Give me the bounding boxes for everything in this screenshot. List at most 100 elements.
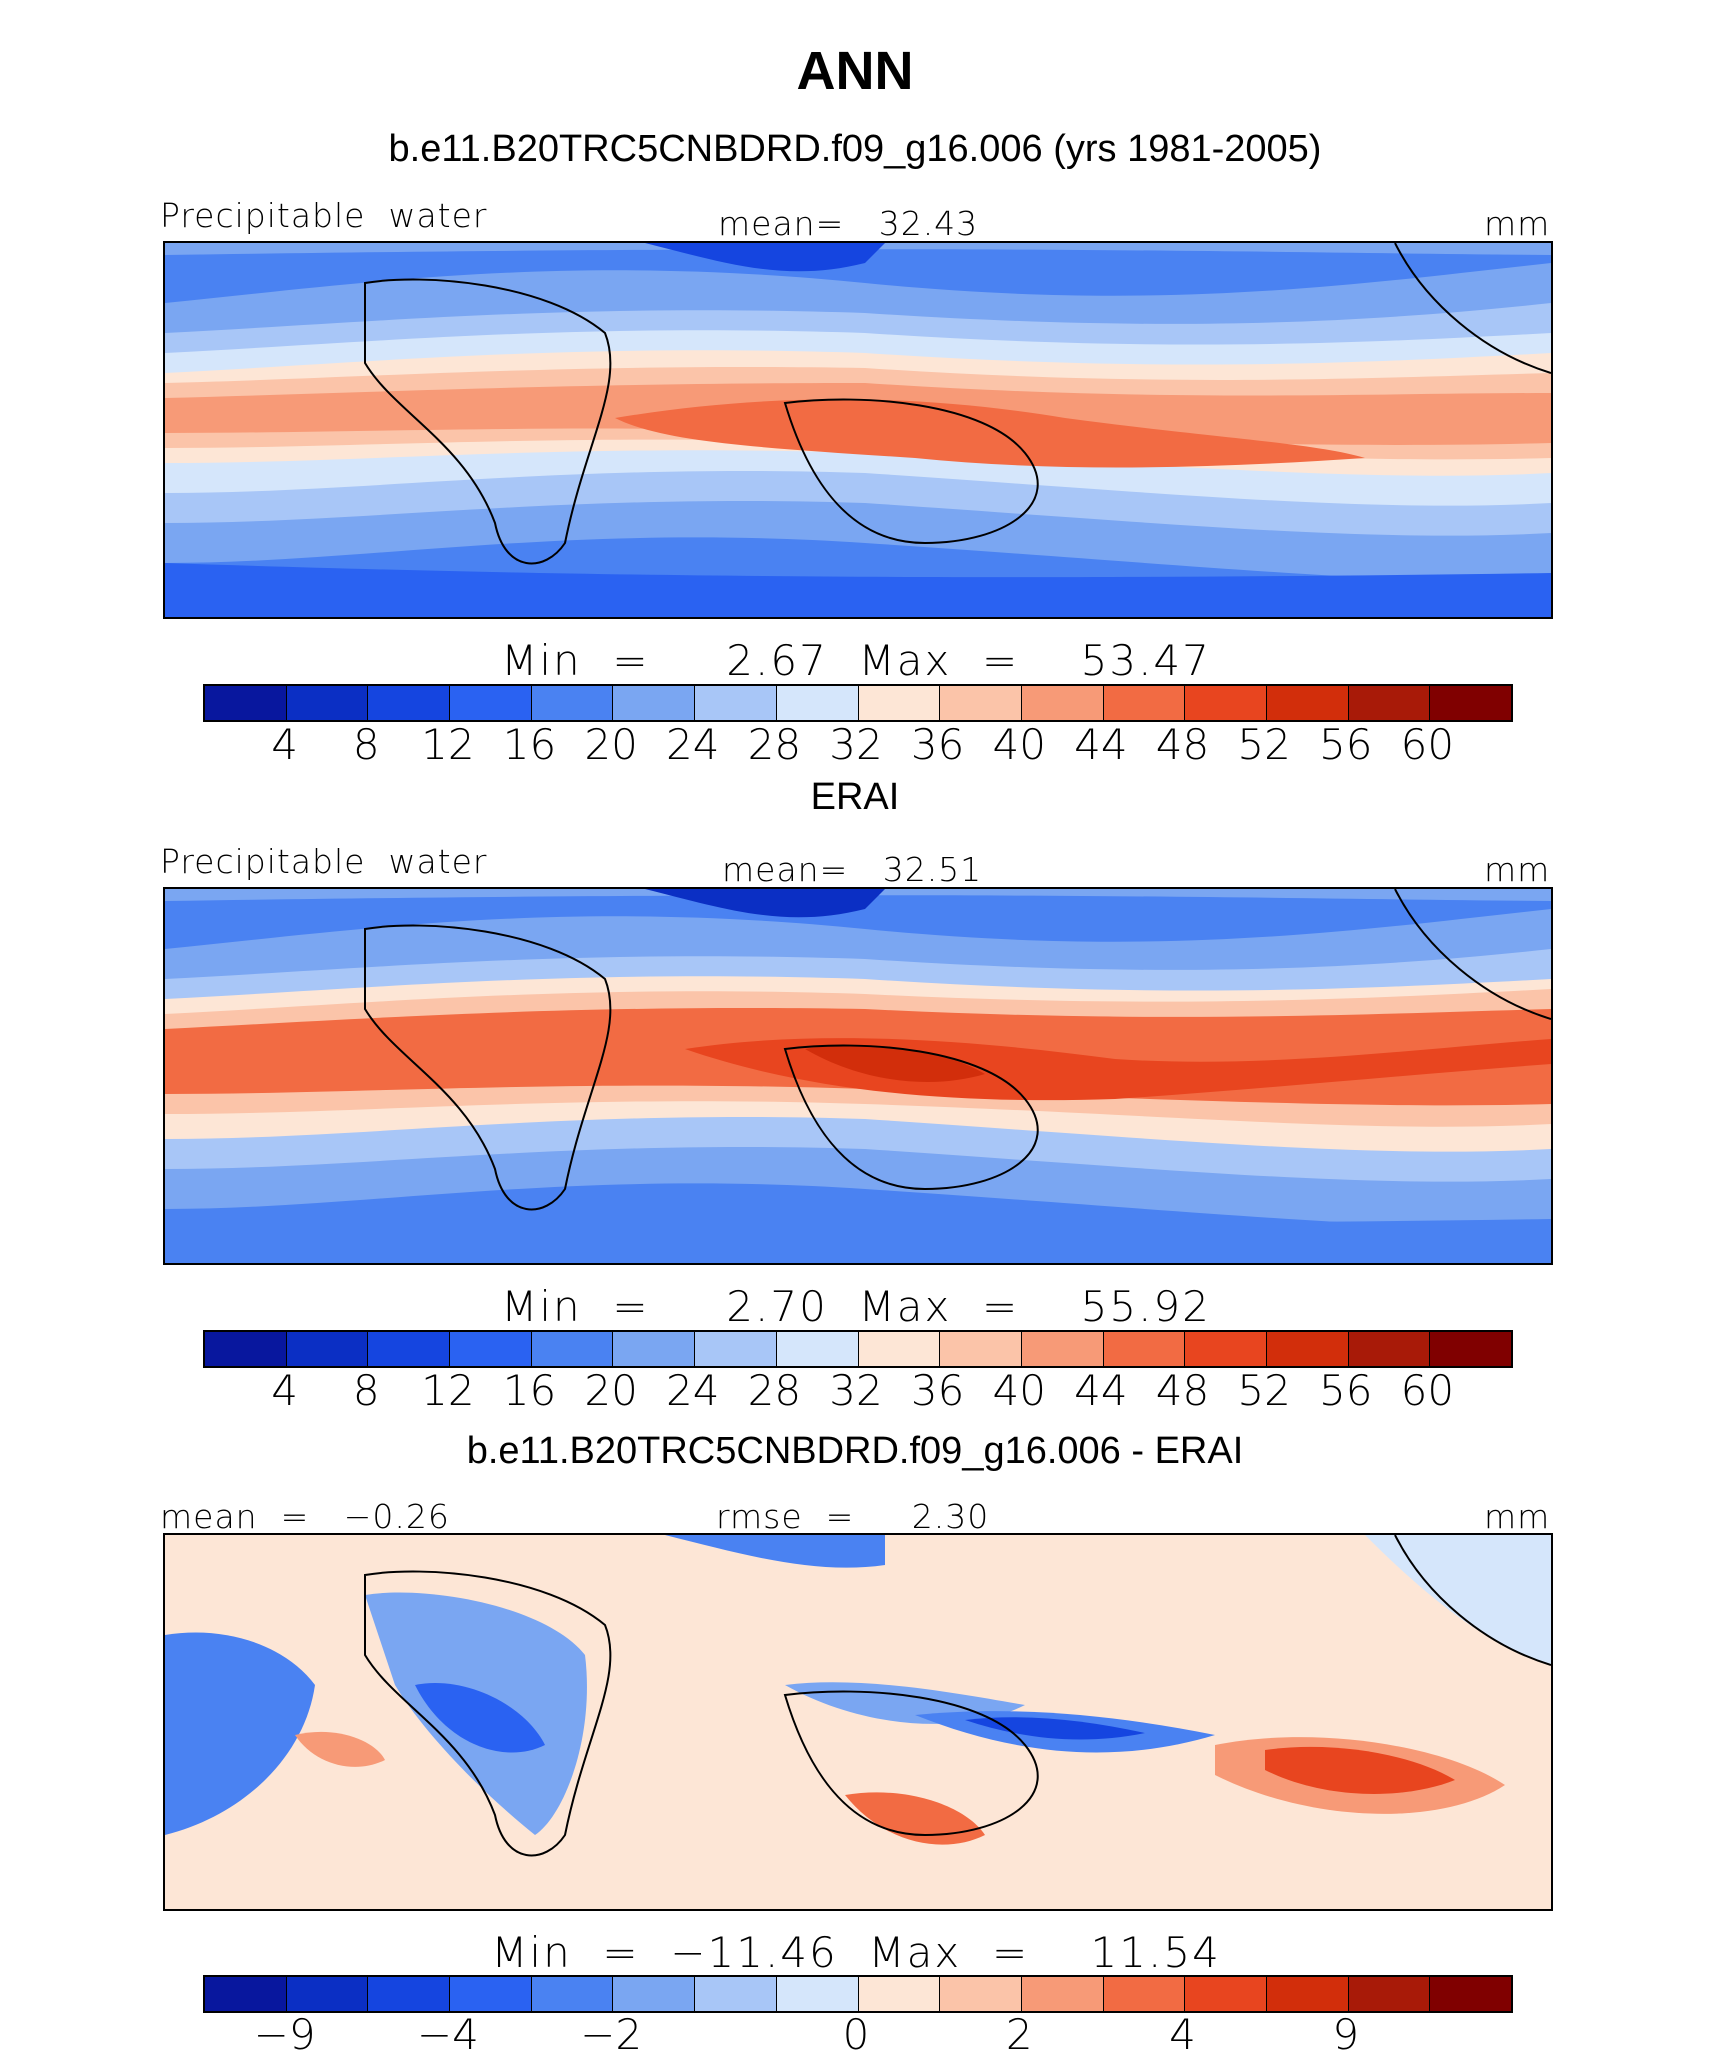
colorbar-swatch — [940, 686, 1022, 720]
colorbar-swatch — [450, 1977, 532, 2011]
colorbar-tick-label: 36 — [910, 720, 965, 769]
colorbar-swatch — [613, 686, 696, 720]
panel3-mean-label: mean = −0.26 — [160, 1497, 450, 1536]
colorbar-swatch — [286, 1977, 369, 2011]
panel1-subtitle: b.e11.B20TRC5CNBDRD.f09_g16.006 (yrs 198… — [388, 128, 1322, 170]
panel3-colorbar-ticks: −9 −4 −2 0 2 4 9 — [203, 2010, 1509, 2060]
panel3-subtitle: b.e11.B20TRC5CNBDRD.f09_g16.006 - ERAI — [466, 1430, 1244, 1472]
colorbar-tick-label: 12 — [421, 720, 475, 769]
colorbar-tick-label: 60 — [1400, 720, 1455, 769]
colorbar-swatch — [695, 686, 777, 720]
colorbar-tick-label: 60 — [1400, 1366, 1455, 1415]
colorbar-tick-label: 0 — [842, 2010, 870, 2059]
colorbar-swatch — [1185, 686, 1267, 720]
colorbar-tick-label: 16 — [502, 720, 557, 769]
colorbar-tick-label: −4 — [416, 2010, 479, 2059]
colorbar-tick-label: 4 — [271, 1366, 298, 1415]
colorbar-swatch — [1185, 1977, 1267, 2011]
panel2-colorbar-ticks: 4 8 12 16 20 24 28 32 36 40 44 48 52 56 60 — [203, 1366, 1509, 1416]
colorbar-tick-label: 9 — [1332, 2010, 1360, 2059]
colorbar-tick-label: 44 — [1074, 1366, 1128, 1415]
plot-title: ANN — [796, 41, 914, 101]
colorbar-swatch — [1430, 686, 1511, 720]
colorbar-swatch — [286, 1332, 369, 1366]
colorbar-swatch — [1185, 1332, 1267, 1366]
panel2-minmax: Min = 2.70 Max = 55.92 — [501, 1282, 1211, 1331]
colorbar-tick-label: 12 — [421, 1366, 475, 1415]
panel2-mean-label: mean= 32.51 — [722, 850, 983, 889]
panel2-subtitle: ERAI — [810, 776, 900, 818]
colorbar-swatch — [1266, 1332, 1349, 1366]
panel1-minmax: Min = 2.67 Max = 53.47 — [501, 636, 1211, 685]
panel3-colorbar — [203, 1975, 1513, 2013]
colorbar-swatch — [695, 1977, 777, 2011]
colorbar-swatch — [1348, 1977, 1431, 2011]
colorbar-swatch — [1266, 686, 1349, 720]
panel2-units-label: mm — [1484, 850, 1551, 889]
colorbar-tick-label: 40 — [992, 1366, 1046, 1415]
colorbar-tick-label: 20 — [584, 1366, 638, 1415]
colorbar-tick-label: 16 — [502, 1366, 557, 1415]
colorbar-swatch — [368, 1332, 451, 1366]
colorbar-swatch — [776, 1977, 859, 2011]
colorbar-swatch — [531, 1332, 614, 1366]
panel1-colorbar — [203, 684, 1513, 722]
colorbar-swatch — [940, 1977, 1022, 2011]
colorbar-swatch — [1348, 686, 1431, 720]
colorbar-tick-label: −9 — [253, 2010, 316, 2059]
colorbar-swatch — [695, 1332, 777, 1366]
panel2-colorbar — [203, 1330, 1513, 1368]
colorbar-tick-label: 2 — [1005, 2010, 1033, 2059]
colorbar-tick-label: 44 — [1074, 720, 1128, 769]
colorbar-swatch — [1266, 1977, 1349, 2011]
colorbar-tick-label: 32 — [829, 720, 883, 769]
colorbar-swatch — [1430, 1332, 1511, 1366]
colorbar-swatch — [1021, 686, 1104, 720]
colorbar-tick-label: 48 — [1155, 1366, 1210, 1415]
colorbar-swatch — [205, 686, 287, 720]
panel3-minmax: Min = −11.46 Max = 11.54 — [491, 1928, 1221, 1977]
colorbar-swatch — [286, 686, 369, 720]
colorbar-tick-label: −2 — [580, 2010, 643, 2059]
panel3-units-label: mm — [1484, 1497, 1551, 1536]
colorbar-tick-label: 32 — [829, 1366, 883, 1415]
colorbar-tick-label: 28 — [747, 1366, 802, 1415]
colorbar-swatch — [1103, 1977, 1186, 2011]
colorbar-swatch — [1103, 686, 1186, 720]
colorbar-swatch — [940, 1332, 1022, 1366]
colorbar-swatch — [450, 686, 532, 720]
colorbar-swatch — [1103, 1332, 1186, 1366]
colorbar-swatch — [205, 1332, 287, 1366]
colorbar-tick-label: 4 — [271, 720, 298, 769]
colorbar-swatch — [858, 686, 941, 720]
panel1-map — [163, 241, 1553, 619]
colorbar-tick-label: 36 — [910, 1366, 965, 1415]
colorbar-swatch — [450, 1332, 532, 1366]
colorbar-swatch — [1021, 1977, 1104, 2011]
panel2-map — [163, 887, 1553, 1265]
colorbar-tick-label: 20 — [584, 720, 638, 769]
colorbar-swatch — [1348, 1332, 1431, 1366]
colorbar-swatch — [613, 1332, 696, 1366]
colorbar-tick-label: 56 — [1319, 1366, 1373, 1415]
colorbar-swatch — [776, 1332, 859, 1366]
colorbar-tick-label: 28 — [747, 720, 802, 769]
colorbar-tick-label: 8 — [352, 720, 380, 769]
colorbar-tick-label: 4 — [1169, 2010, 1196, 2059]
panel3-map — [163, 1533, 1553, 1911]
colorbar-swatch — [1430, 1977, 1511, 2011]
panel1-units-label: mm — [1484, 204, 1551, 243]
colorbar-tick-label: 8 — [352, 1366, 380, 1415]
colorbar-tick-label: 52 — [1237, 1366, 1291, 1415]
panel3-rmse-label: rmse = 2.30 — [716, 1497, 990, 1536]
colorbar-tick-label: 48 — [1155, 720, 1210, 769]
colorbar-tick-label: 56 — [1319, 720, 1373, 769]
colorbar-tick-label: 52 — [1237, 720, 1291, 769]
colorbar-swatch — [531, 686, 614, 720]
colorbar-swatch — [613, 1977, 696, 2011]
panel1-variable-label: Precipitable water — [160, 196, 488, 235]
panel1-colorbar-ticks: 4 8 12 16 20 24 28 32 36 40 44 48 52 56 60 — [203, 720, 1509, 770]
colorbar-swatch — [368, 686, 451, 720]
colorbar-swatch — [776, 686, 859, 720]
colorbar-swatch — [205, 1977, 287, 2011]
